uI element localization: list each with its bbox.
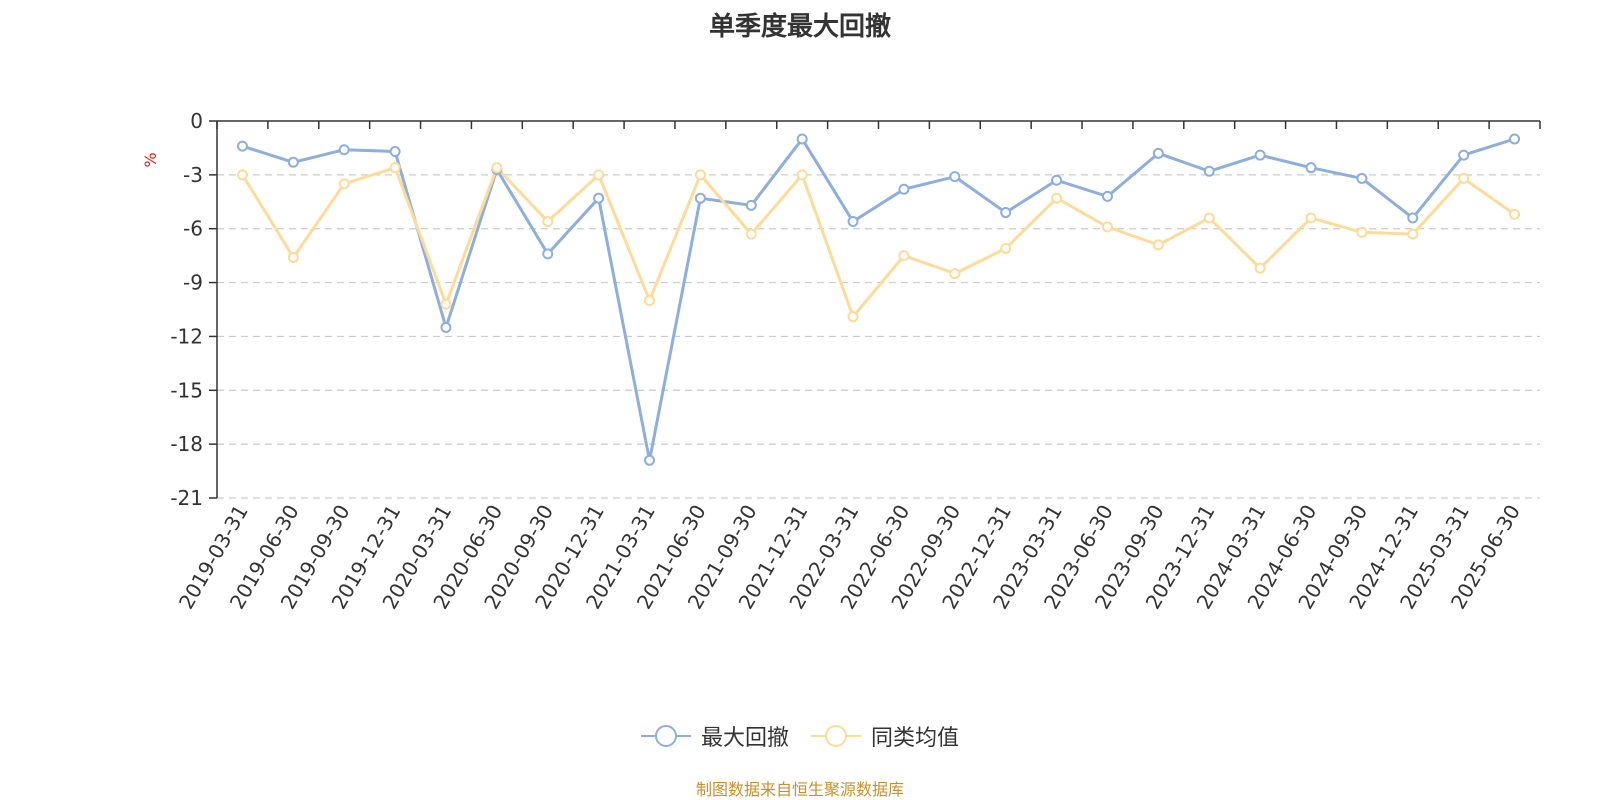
chart-title: 单季度最大回撤 [708, 12, 891, 42]
data-point-series-1 [1458, 172, 1470, 184]
legend-marker-icon [640, 725, 691, 747]
data-point-series-0 [1356, 172, 1368, 184]
data-point-series-0 [745, 199, 757, 211]
data-points [236, 133, 1521, 466]
data-point-series-1 [389, 162, 401, 174]
data-point-series-0 [1509, 133, 1521, 145]
y-tick-label: 0 [190, 109, 203, 133]
data-point-series-1 [644, 295, 656, 307]
data-point-series-0 [949, 171, 961, 183]
data-point-series-0 [1254, 149, 1266, 161]
series-line-1 [241, 166, 1516, 319]
legend-label: 最大回撤 [700, 726, 789, 751]
data-point-series-0 [694, 192, 706, 204]
data-point-series-1 [1407, 228, 1419, 240]
y-tick-label: -21 [170, 486, 203, 510]
data-point-series-0 [338, 144, 350, 156]
data-point-series-0 [796, 133, 808, 145]
data-point-series-1 [1356, 226, 1368, 238]
data-point-series-0 [1101, 190, 1113, 202]
data-point-series-0 [898, 183, 910, 195]
axes: 0-3-6-9-12-15-18-212019-03-312019-06-302… [170, 109, 1541, 613]
data-point-series-1 [949, 268, 961, 280]
y-tick-label: -12 [170, 324, 203, 348]
data-point-series-1 [1051, 192, 1063, 204]
data-point-series-1 [847, 311, 859, 323]
legend-item-series-1[interactable]: 同类均值 [811, 720, 959, 752]
data-point-series-1 [1203, 212, 1215, 224]
data-point-series-0 [1458, 149, 1470, 161]
data-point-series-0 [593, 192, 605, 204]
data-point-series-0 [389, 146, 401, 158]
data-point-series-0 [1407, 212, 1419, 224]
data-point-series-1 [1101, 221, 1113, 233]
data-point-series-0 [1051, 174, 1063, 186]
y-tick-label: -6 [183, 217, 203, 241]
data-point-series-0 [1203, 165, 1215, 177]
data-point-series-1 [694, 169, 706, 181]
data-point-series-1 [898, 250, 910, 262]
data-point-series-1 [542, 216, 554, 228]
data-point-series-1 [1254, 262, 1266, 274]
data-point-series-1 [593, 169, 605, 181]
data-point-series-0 [542, 248, 554, 260]
data-point-series-1 [491, 162, 503, 174]
data-point-series-0 [287, 156, 299, 168]
y-axis-label: % [141, 152, 160, 167]
data-point-series-1 [1305, 212, 1317, 224]
data-point-series-0 [1000, 207, 1012, 219]
data-point-series-1 [287, 251, 299, 263]
data-point-series-1 [745, 228, 757, 240]
data-point-series-1 [338, 178, 350, 190]
data-point-series-1 [796, 169, 808, 181]
series-lines [241, 137, 1516, 462]
data-point-series-1 [1000, 242, 1012, 254]
data-point-series-1 [1152, 239, 1164, 251]
data-point-series-0 [1305, 162, 1317, 174]
y-tick-label: -9 [183, 271, 203, 295]
y-tick-label: -18 [170, 432, 203, 456]
legend-marker-icon [811, 725, 861, 747]
data-point-series-0 [236, 140, 248, 152]
data-point-series-0 [847, 216, 859, 228]
legend-item-series-0[interactable]: 最大回撤 [640, 720, 789, 752]
legend-label: 同类均值 [871, 726, 960, 751]
data-source-note: 制图数据来自恒生聚源数据库 [695, 780, 904, 799]
data-point-series-1 [1509, 208, 1521, 220]
data-point-series-0 [1152, 147, 1164, 159]
data-point-series-1 [440, 298, 452, 310]
data-point-series-0 [440, 321, 452, 333]
legend[interactable]: 最大回撤 同类均值 [0, 720, 1600, 752]
y-tick-label: -3 [183, 163, 203, 187]
y-tick-label: -15 [170, 378, 203, 402]
data-point-series-1 [236, 169, 248, 181]
series-line-0 [241, 137, 1516, 462]
data-point-series-0 [644, 454, 656, 466]
